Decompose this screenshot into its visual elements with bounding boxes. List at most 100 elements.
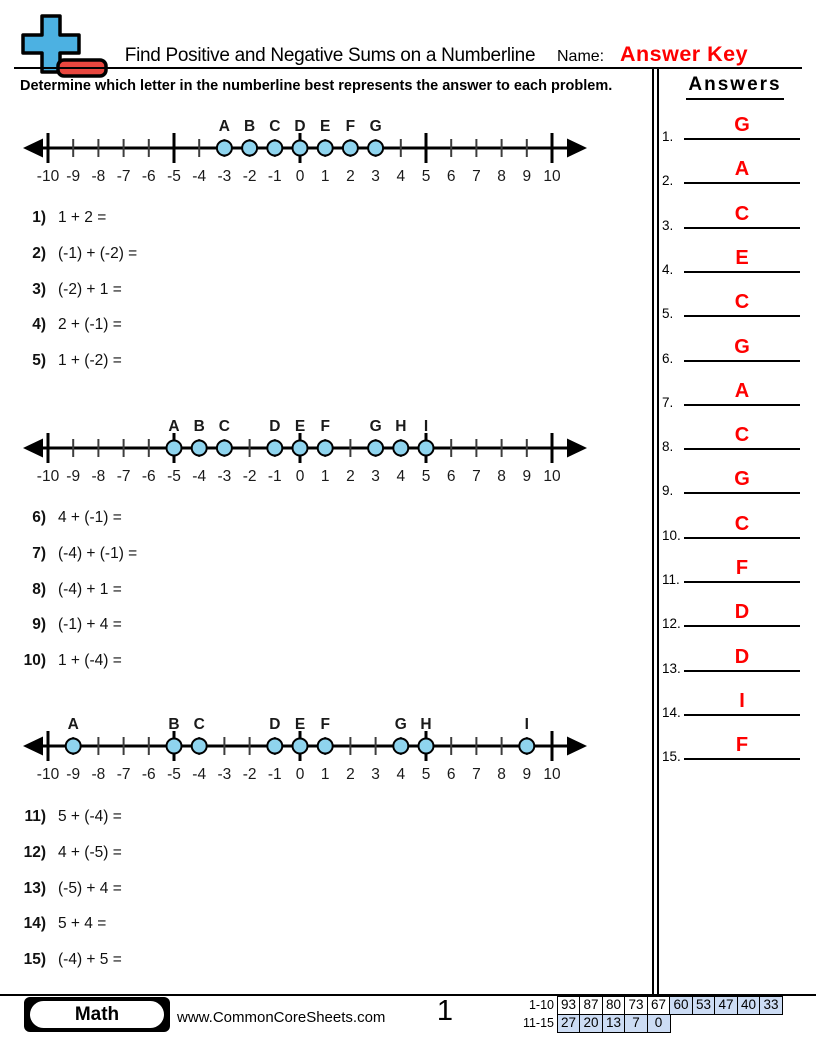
svg-text:7: 7 — [472, 766, 481, 783]
answer-blank-line — [684, 669, 800, 672]
score-cell: 53 — [691, 996, 716, 1015]
answer-blank-line — [684, 226, 800, 229]
score-range-label: 11-15 — [522, 1015, 554, 1030]
name-label: Name: — [557, 48, 605, 65]
answer-number: 7. — [662, 394, 674, 410]
answer-row: 14. I — [656, 684, 804, 720]
problem-expression: 5 + 4 = — [58, 915, 107, 933]
svg-text:2: 2 — [346, 766, 355, 783]
point-letter: D — [269, 716, 280, 733]
left-arrow-icon — [23, 736, 43, 756]
problem-row: 3) (-2) + 1 = — [12, 281, 122, 299]
subject-badge: Math — [24, 997, 170, 1032]
score-cell: 7 — [624, 1013, 648, 1033]
instruction-text: Determine which letter in the numberline… — [20, 78, 613, 94]
problem-row: 11) 5 + (-4) = — [12, 808, 121, 826]
point-letter: E — [295, 418, 305, 435]
problem-number: 11) — [24, 808, 46, 825]
answer-number: 4. — [662, 261, 674, 277]
answer-row: 13. D — [656, 640, 804, 676]
score-cell: 40 — [736, 996, 761, 1015]
answer-blank-line — [684, 270, 800, 273]
numberline-3: -10 -9 -8 -7 -6 -5 -4 -3 -2 -1 0 1 2 3 4 5 6 7 8 9 10A B C D E F G… — [23, 716, 587, 783]
problem-expression: 4 + (-1) = — [58, 509, 122, 526]
point-letter: H — [420, 716, 431, 733]
score-cell: 60 — [669, 996, 693, 1015]
svg-text:-1: -1 — [268, 168, 282, 185]
website-text: www.CommonCoreSheets.com — [177, 1009, 386, 1026]
problem-expression: 1 + (-4) = — [58, 652, 122, 670]
answer-letter: G — [734, 114, 750, 136]
numberline-point — [417, 737, 435, 755]
svg-text:-3: -3 — [218, 468, 232, 485]
answer-number: 12. — [662, 616, 681, 632]
plus-minus-logo — [21, 14, 108, 78]
problem-number: 9) — [32, 616, 46, 634]
numberline-point — [291, 439, 309, 457]
svg-text:1: 1 — [321, 168, 330, 185]
numberline-2: -10 -9 -8 -7 -6 -5 -4 -3 -2 -1 0 1 2 3 4 5 6 7 8 9 10A B C D E F G… — [23, 418, 587, 485]
problem-row: 6) 4 + (-1) = — [12, 509, 122, 527]
point-letter: A — [219, 118, 230, 135]
answer-number: 15. — [662, 749, 681, 765]
svg-text:-3: -3 — [218, 168, 232, 185]
subject-label: Math — [74, 1003, 120, 1025]
point-letter: G — [395, 716, 407, 733]
problem-number: 15) — [23, 951, 46, 969]
svg-text:0: 0 — [296, 468, 305, 485]
point-letter: C — [219, 418, 230, 435]
numberline-point — [215, 439, 233, 457]
numberline-point — [64, 737, 82, 755]
answers-heading-wrap: Answers — [662, 74, 808, 100]
problem-expression: (-4) + 1 = — [58, 580, 122, 598]
answer-number: 3. — [662, 217, 674, 233]
svg-text:6: 6 — [447, 766, 456, 783]
problem-expression: 4 + (-5) = — [58, 843, 122, 861]
answer-row: 12. D — [656, 595, 804, 631]
answer-blank-line — [684, 403, 800, 406]
svg-text:4: 4 — [396, 766, 405, 783]
problem-number: 6) — [32, 509, 46, 526]
svg-text:4: 4 — [396, 468, 405, 485]
point-letter: G — [370, 418, 382, 435]
score-cell: 73 — [624, 996, 648, 1015]
answer-letter: C — [734, 291, 750, 314]
score-cell: 67 — [646, 996, 671, 1015]
problem-expression: (-1) + (-2) = — [58, 244, 138, 262]
problem-expression: (-4) + 5 = — [58, 951, 122, 969]
svg-text:3: 3 — [371, 468, 380, 485]
svg-text:-10: -10 — [37, 468, 60, 485]
problem-row: 10) 1 + (-4) = — [12, 652, 122, 670]
numberline-point — [266, 737, 284, 755]
score-cell: 80 — [601, 996, 626, 1015]
svg-text:-2: -2 — [243, 168, 257, 185]
problem-expression: 1 + (-2) = — [58, 352, 122, 370]
answer-row: 10. C — [656, 507, 804, 543]
point-letter: F — [346, 118, 355, 135]
problem-number: 4) — [32, 316, 46, 334]
left-arrow-icon — [23, 138, 43, 158]
score-row: 11-15 27 20 13 7 0 — [518, 1013, 783, 1033]
svg-text:4: 4 — [396, 168, 405, 185]
svg-text:3: 3 — [371, 168, 380, 185]
answer-row: 2. A — [656, 152, 804, 188]
answer-blank-line — [684, 448, 800, 451]
answer-blank-line — [684, 713, 800, 716]
problem-number: 13) — [23, 879, 46, 897]
problem-row: 7) (-4) + (-1) = — [12, 545, 137, 563]
header-rule — [14, 67, 802, 69]
score-table: 1-10 93 87 80 73 67 60 53 47 40 33 11-15 27 20 13 7 0 — [518, 996, 783, 1033]
score-cell: 87 — [579, 996, 603, 1015]
svg-text:-5: -5 — [167, 766, 181, 783]
problem-row: 12) 4 + (-5) = — [12, 844, 122, 862]
problem-number: 10) — [23, 652, 46, 670]
problem-number: 14) — [23, 915, 46, 933]
answer-row: 7. A — [656, 374, 804, 410]
answer-row: 11. F — [656, 551, 804, 587]
answer-number: 11. — [662, 572, 680, 587]
answer-row: 1. G — [656, 108, 804, 144]
answer-row: 8. C — [656, 418, 804, 454]
numberline-point — [241, 139, 259, 157]
answer-letter: A — [734, 158, 750, 181]
svg-text:8: 8 — [497, 468, 506, 485]
